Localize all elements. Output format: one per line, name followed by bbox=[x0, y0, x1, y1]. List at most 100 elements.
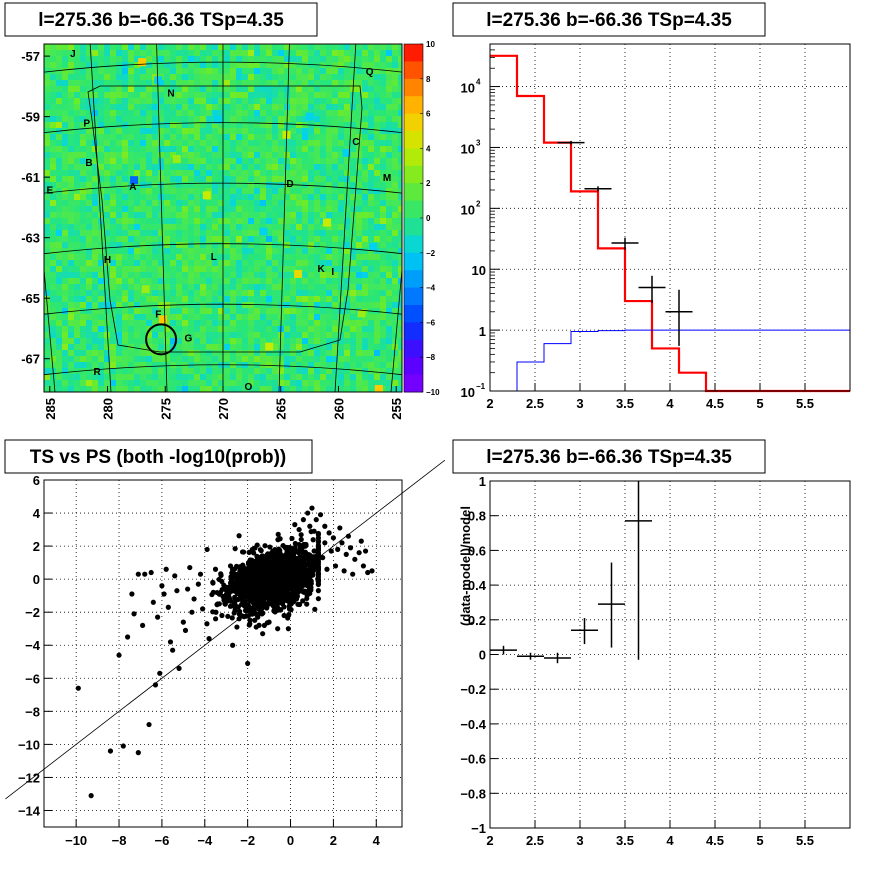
ts-map-pixel bbox=[314, 314, 320, 320]
ts-map-pixel bbox=[314, 380, 320, 386]
ts-map-pixel bbox=[86, 206, 92, 212]
ts-map-pixel bbox=[104, 74, 110, 80]
ts-map-pixel bbox=[152, 44, 158, 50]
ts-map-pixel bbox=[128, 248, 134, 254]
ts-map-pixel bbox=[212, 332, 218, 338]
spectrum-panel: l=275.36 b=-66.36 TSp=4.35 2 2.5 3 3.5 4 4.5 5… bbox=[452, 2, 851, 411]
ts-map-pixel bbox=[356, 368, 362, 374]
ts-map-pixel bbox=[236, 146, 242, 152]
ts-map-pixel bbox=[314, 116, 320, 122]
ts-map-pixel bbox=[314, 326, 320, 332]
ts-map-pixel bbox=[362, 200, 368, 206]
ts-map-pixel bbox=[110, 170, 116, 176]
ts-map-pixel bbox=[254, 272, 260, 278]
ts-map-pixel bbox=[170, 170, 176, 176]
source-label-j: J bbox=[70, 49, 76, 60]
ts-map-pixel bbox=[140, 326, 146, 332]
ts-map-pixel bbox=[392, 260, 398, 266]
ts-map-pixel bbox=[296, 92, 302, 98]
ts-map-pixel bbox=[326, 332, 332, 338]
colorbar-segment bbox=[404, 287, 423, 306]
ts-map-pixel bbox=[362, 338, 368, 344]
ts-map-pixel bbox=[356, 284, 362, 290]
ts-map-pixel bbox=[398, 182, 402, 188]
ts-map-pixel bbox=[302, 164, 308, 170]
ts-map-pixel bbox=[368, 284, 374, 290]
ts-map-pixel bbox=[194, 152, 200, 158]
ts-map-pixel bbox=[308, 128, 314, 134]
ts-map-pixel bbox=[338, 308, 344, 314]
ts-map-pixel bbox=[314, 176, 320, 182]
ts-map-pixel bbox=[110, 338, 116, 344]
ts-map-pixel bbox=[254, 152, 260, 158]
ts-map-pixel bbox=[350, 194, 356, 200]
ts-map-pixel bbox=[50, 338, 56, 344]
ts-map-pixel bbox=[278, 116, 284, 122]
ts-map-pixel bbox=[116, 98, 122, 104]
ts-map-pixel bbox=[344, 98, 350, 104]
ts-map-pixel bbox=[368, 260, 374, 266]
ts-map-pixel bbox=[236, 200, 242, 206]
identity-line bbox=[5, 459, 446, 800]
ts-map-pixel bbox=[44, 314, 50, 320]
ts-map-pixel bbox=[128, 86, 134, 92]
ts-map-pixel bbox=[86, 344, 92, 350]
ts-map-pixel bbox=[134, 308, 140, 314]
ts-map-pixel bbox=[266, 62, 272, 68]
ts-map-pixel bbox=[362, 176, 368, 182]
ts-map-pixel bbox=[68, 194, 74, 200]
ts-map-pixel bbox=[224, 356, 230, 362]
ts-map-pixel bbox=[302, 80, 308, 86]
ts-map-pixel bbox=[398, 44, 402, 50]
ts-map-pixel bbox=[302, 92, 308, 98]
ts-map-pixel bbox=[230, 68, 236, 74]
ts-map-pixel bbox=[218, 194, 224, 200]
ts-map-pixel bbox=[164, 308, 170, 314]
ts-map-pixel bbox=[200, 170, 206, 176]
ts-map-pixel bbox=[374, 200, 380, 206]
ts-map-pixel bbox=[218, 104, 224, 110]
ts-map-pixel bbox=[332, 278, 338, 284]
ts-map-cold-spot bbox=[213, 115, 222, 124]
ts-map-pixel bbox=[188, 314, 194, 320]
ts-map-pixel bbox=[242, 308, 248, 314]
ts-map-pixel bbox=[218, 98, 224, 104]
ts-map-pixel bbox=[314, 134, 320, 140]
ts-map-pixel bbox=[308, 302, 314, 308]
ts-map-pixel bbox=[176, 224, 182, 230]
ts-map-pixel bbox=[104, 290, 110, 296]
ts-map-pixel bbox=[188, 260, 194, 266]
ts-map-pixel bbox=[68, 134, 74, 140]
ts-map-pixel bbox=[98, 62, 104, 68]
ts-map-pixel bbox=[374, 236, 380, 242]
ts-map-pixel bbox=[230, 326, 236, 332]
y-tick-exponent: −1 bbox=[476, 382, 486, 391]
ts-map-pixel bbox=[218, 68, 224, 74]
ts-map-pixel bbox=[98, 242, 104, 248]
colorbar-tick-label: −4 bbox=[426, 284, 436, 293]
ts-map-pixel bbox=[176, 104, 182, 110]
ts-map-pixel bbox=[104, 230, 110, 236]
ts-map-pixel bbox=[182, 98, 188, 104]
ts-map-pixel bbox=[44, 62, 50, 68]
ts-map-pixel bbox=[344, 338, 350, 344]
ts-map-pixel bbox=[218, 44, 224, 50]
ts-map-pixel bbox=[182, 122, 188, 128]
ts-map-pixel bbox=[320, 332, 326, 338]
ts-map-pixel bbox=[98, 92, 104, 98]
ts-map-pixel bbox=[290, 224, 296, 230]
ts-map-pixel bbox=[254, 56, 260, 62]
ts-map-pixel bbox=[158, 284, 164, 290]
ts-map-pixel bbox=[56, 44, 62, 50]
ts-map-pixel bbox=[104, 386, 110, 392]
ts-map-pixel bbox=[260, 182, 266, 188]
ts-map-pixel bbox=[230, 290, 236, 296]
ts-map-pixel bbox=[74, 98, 80, 104]
scatter-point bbox=[232, 546, 238, 552]
ts-map-pixel bbox=[290, 314, 296, 320]
ts-map-pixel bbox=[152, 212, 158, 218]
ts-map-pixel bbox=[374, 254, 380, 260]
ts-map-pixel bbox=[302, 230, 308, 236]
ts-map-pixel bbox=[56, 248, 62, 254]
